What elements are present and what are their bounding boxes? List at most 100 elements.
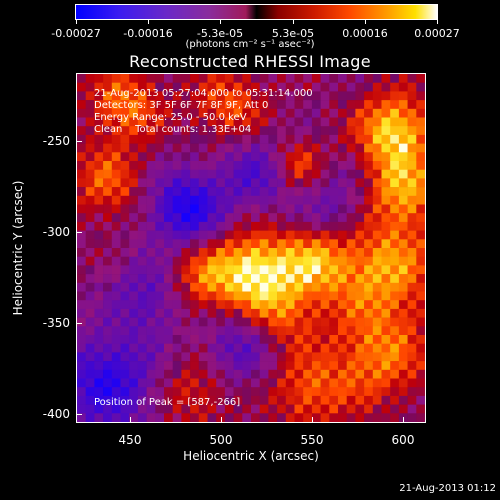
- heatmap-cell: [416, 221, 425, 231]
- heatmap-cell: [259, 256, 269, 266]
- heatmap-cell: [233, 248, 243, 257]
- heatmap-cell: [85, 126, 95, 136]
- heatmap-cell: [190, 221, 200, 231]
- heatmap-cell: [207, 361, 217, 371]
- heatmap-cell: [146, 108, 156, 118]
- heatmap-cell: [277, 178, 287, 188]
- heatmap-cell: [207, 378, 217, 388]
- heatmap-cell: [77, 108, 86, 118]
- heatmap-cell: [146, 291, 156, 301]
- heatmap-cell: [320, 300, 330, 310]
- heatmap-cell: [259, 395, 269, 405]
- heatmap-cell: [155, 308, 165, 318]
- heatmap-cell: [294, 91, 304, 101]
- heatmap-cell: [372, 108, 382, 118]
- heatmap-cell: [259, 369, 269, 379]
- heatmap-cell: [268, 300, 278, 310]
- heatmap-cell: [355, 108, 365, 118]
- heatmap-cell: [216, 361, 226, 371]
- heatmap-cell: [216, 74, 226, 83]
- heatmap-cell: [198, 413, 208, 422]
- heatmap-cell: [137, 239, 147, 249]
- heatmap-cell: [146, 213, 156, 223]
- heatmap-cell: [207, 317, 217, 327]
- heatmap-cell: [120, 117, 130, 127]
- heatmap-cell: [372, 352, 382, 362]
- heatmap-cell: [94, 343, 104, 353]
- heatmap-cell: [398, 117, 408, 127]
- heatmap-cell: [251, 282, 260, 292]
- heatmap-cell: [311, 239, 321, 249]
- heatmap-cell: [294, 161, 304, 170]
- heatmap-cell: [303, 248, 313, 257]
- heatmap-cell: [346, 378, 356, 388]
- heatmap-cell: [137, 161, 147, 170]
- heatmap-cell: [355, 256, 365, 266]
- heatmap-cell: [103, 369, 113, 379]
- heatmap-cell: [320, 335, 330, 344]
- heatmap-cell: [129, 282, 139, 292]
- heatmap-cell: [329, 82, 339, 92]
- heatmap-cell: [329, 369, 339, 379]
- heatmap-cell: [233, 387, 243, 397]
- heatmap-cell: [364, 256, 374, 266]
- heatmap-cell: [233, 317, 243, 327]
- heatmap-cell: [407, 404, 417, 414]
- heatmap-cell: [407, 213, 417, 223]
- heatmap-cell: [251, 221, 260, 231]
- heatmap-cell: [94, 213, 104, 223]
- heatmap-cell: [372, 239, 382, 249]
- heatmap-cell: [407, 108, 417, 118]
- heatmap-cell: [77, 239, 86, 249]
- heatmap-cell: [381, 91, 391, 101]
- heatmap-cell: [103, 291, 113, 301]
- heatmap-cell: [137, 187, 147, 197]
- heatmap-cell: [77, 230, 86, 240]
- heatmap-cell: [164, 239, 173, 249]
- heatmap-cell: [364, 413, 374, 422]
- heatmap-cell: [103, 74, 113, 83]
- heatmap-cell: [407, 230, 417, 240]
- heatmap-cell: [381, 361, 391, 371]
- heatmap-cell: [129, 187, 139, 197]
- heatmap-cell: [164, 117, 173, 127]
- heatmap-cell: [294, 378, 304, 388]
- heatmap-cell: [164, 195, 173, 205]
- heatmap-cell: [146, 274, 156, 284]
- heatmap-cell: [259, 265, 269, 275]
- heatmap-cell: [294, 256, 304, 266]
- heatmap-cell: [198, 308, 208, 318]
- heatmap-cell: [320, 91, 330, 101]
- heatmap-cell: [311, 204, 321, 214]
- heatmap-cell: [416, 108, 425, 118]
- heatmap-cell: [416, 195, 425, 205]
- heatmap-cell: [77, 143, 86, 153]
- heatmap-cell: [155, 335, 165, 344]
- heatmap-cell: [129, 300, 139, 310]
- heatmap-cell: [329, 221, 339, 231]
- heatmap-cell: [181, 352, 191, 362]
- heatmap-cell: [251, 195, 260, 205]
- heatmap-cell: [155, 221, 165, 231]
- heatmap-cell: [303, 169, 313, 179]
- heatmap-cell: [416, 204, 425, 214]
- heatmap-cell: [390, 178, 400, 188]
- heatmap-cell: [268, 187, 278, 197]
- heatmap-cell: [120, 274, 130, 284]
- heatmap-cell: [407, 152, 417, 162]
- heatmap-cell: [303, 404, 313, 414]
- heatmap-cell: [155, 195, 165, 205]
- heatmap-cell: [355, 178, 365, 188]
- heatmap-cell: [111, 335, 121, 344]
- heatmap-cell: [251, 335, 260, 344]
- heatmap-cell: [164, 161, 173, 170]
- heatmap-cell: [285, 213, 295, 223]
- heatmap-cell: [111, 361, 121, 371]
- heatmap-cell: [181, 195, 191, 205]
- heatmap-cell: [94, 404, 104, 414]
- heatmap-cell: [268, 248, 278, 257]
- heatmap-cell: [407, 317, 417, 327]
- heatmap-cell: [407, 204, 417, 214]
- heatmap-cell: [242, 195, 252, 205]
- heatmap-cell: [372, 413, 382, 422]
